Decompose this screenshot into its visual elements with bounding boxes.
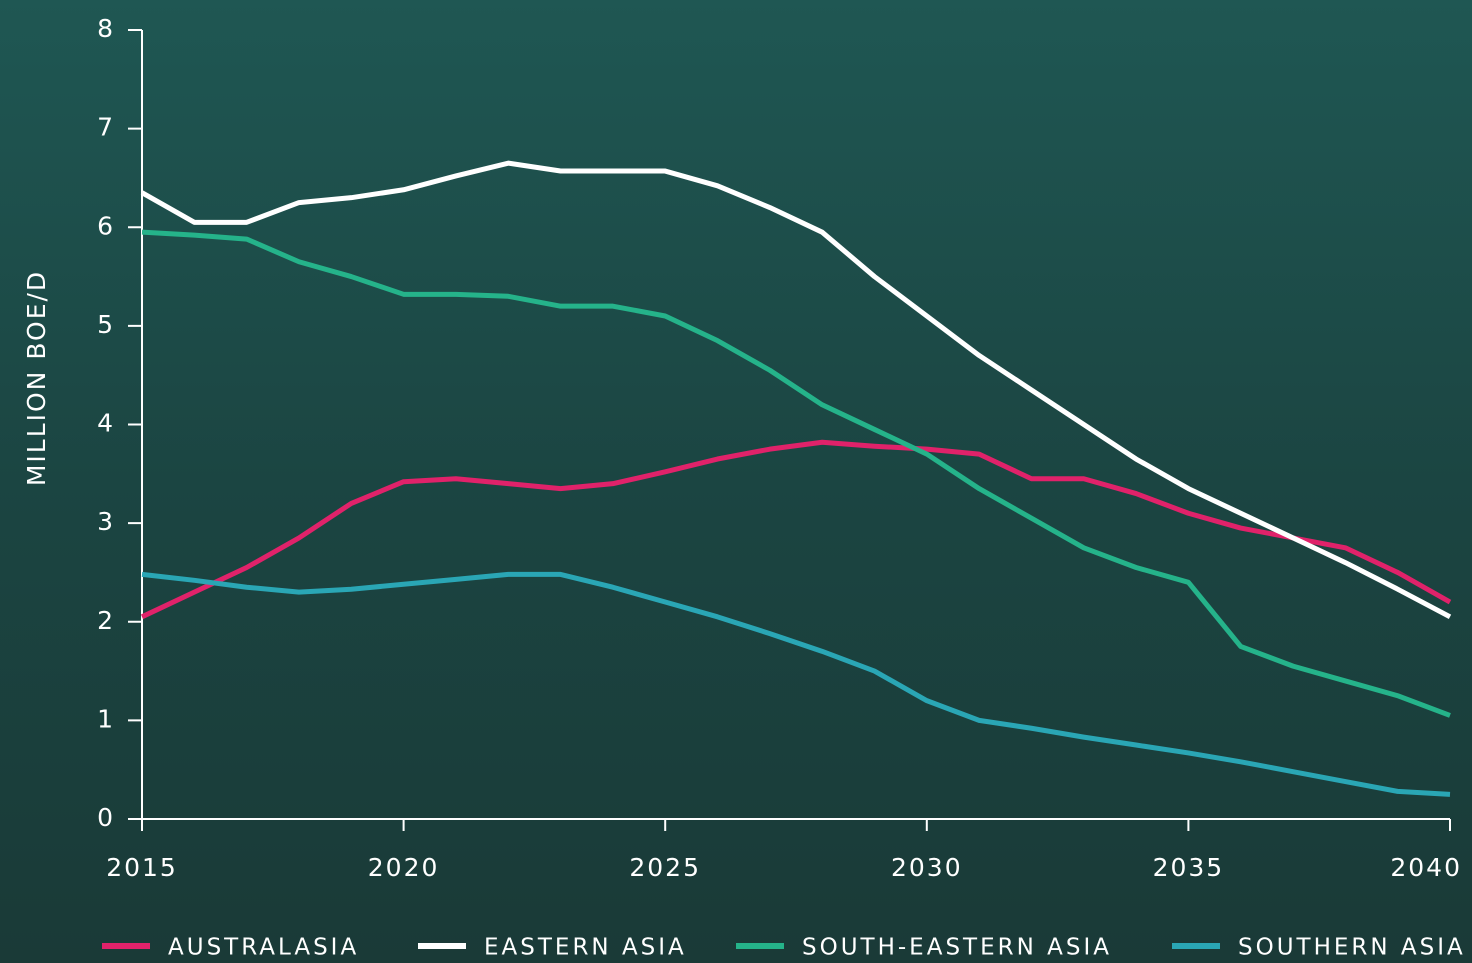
legend-label: SOUTH-EASTERN ASIA (802, 935, 1112, 961)
y-tick-label: 4 (97, 409, 115, 438)
legend-label: SOUTHERN ASIA (1238, 935, 1466, 961)
y-tick-label: 0 (97, 803, 115, 832)
x-tick-label: 2020 (368, 853, 440, 882)
x-tick-label: 2035 (1153, 853, 1225, 882)
x-tick-label: 2015 (106, 853, 178, 882)
y-tick-label: 8 (97, 14, 115, 43)
y-tick-label: 2 (97, 606, 115, 635)
chart: MILLION BOE/D 0 1 2 3 4 5 6 7 8 2015 2020 2025 2030 2… (0, 0, 1472, 963)
x-tick-label: 2025 (629, 853, 701, 882)
page: {"chart_data": {"type": "line", "y_label… (0, 0, 1472, 963)
x-tick-label: 2040 (1390, 853, 1462, 882)
legend-label: AUSTRALASIA (168, 935, 359, 961)
y-tick-label: 6 (97, 211, 115, 240)
x-tick-label: 2030 (891, 853, 963, 882)
y-tick-label: 1 (97, 704, 115, 733)
y-tick-label: 7 (97, 113, 115, 142)
y-tick-label: 5 (97, 310, 115, 339)
y-tick-label: 3 (97, 507, 115, 536)
legend-label: EASTERN ASIA (484, 935, 687, 961)
y-axis-label: MILLION BOE/D (22, 270, 51, 486)
